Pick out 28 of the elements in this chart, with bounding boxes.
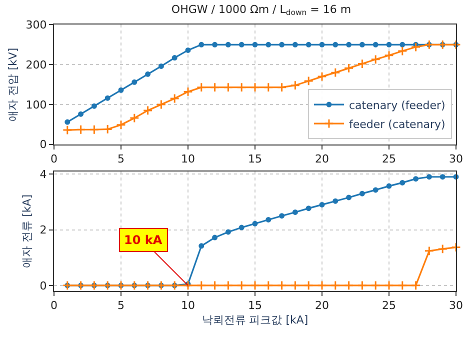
x-tick-label: 15 bbox=[248, 299, 262, 312]
y-tick-label: 0 bbox=[40, 279, 47, 292]
y-tick-label: 4 bbox=[40, 168, 47, 181]
x-tick-label: 10 bbox=[181, 152, 195, 166]
x-tick-label: 30 bbox=[449, 152, 463, 166]
y-tick-label: 200 bbox=[26, 58, 47, 72]
y-tick-label: 0 bbox=[40, 138, 47, 152]
x-tick-label: 20 bbox=[315, 152, 329, 166]
x-tick-label: 30 bbox=[449, 299, 463, 312]
x-tick-label: 10 bbox=[181, 299, 195, 312]
y-tick-label: 300 bbox=[26, 18, 47, 32]
legend-label: feeder (catenary) bbox=[348, 118, 446, 131]
x-tick-label: 5 bbox=[118, 152, 124, 166]
x-tick-label: 15 bbox=[248, 152, 262, 166]
x-tick-label: 25 bbox=[382, 299, 396, 312]
chart-title: OHGW / 1000 Ωm / L$_{down}$ = 16 m bbox=[171, 2, 352, 18]
x-tick-label: 0 bbox=[50, 299, 58, 312]
y-axis-title: 애자 전류 [kA] bbox=[20, 194, 34, 268]
x-tick-label: 25 bbox=[382, 152, 396, 166]
x-tick-label: 20 bbox=[315, 299, 329, 312]
x-axis-title: 낙뢰전류 피크값 [kA] bbox=[202, 313, 308, 326]
y-axis-title: 애자 전압 [kV] bbox=[6, 48, 20, 122]
legend-label: catenary (feeder) bbox=[348, 98, 446, 112]
annotation: 10 kA bbox=[124, 233, 163, 247]
x-tick-label: 5 bbox=[118, 299, 124, 312]
y-tick-label: 2 bbox=[40, 224, 47, 237]
y-tick-label: 100 bbox=[26, 98, 47, 112]
x-tick-label: 0 bbox=[50, 152, 58, 166]
